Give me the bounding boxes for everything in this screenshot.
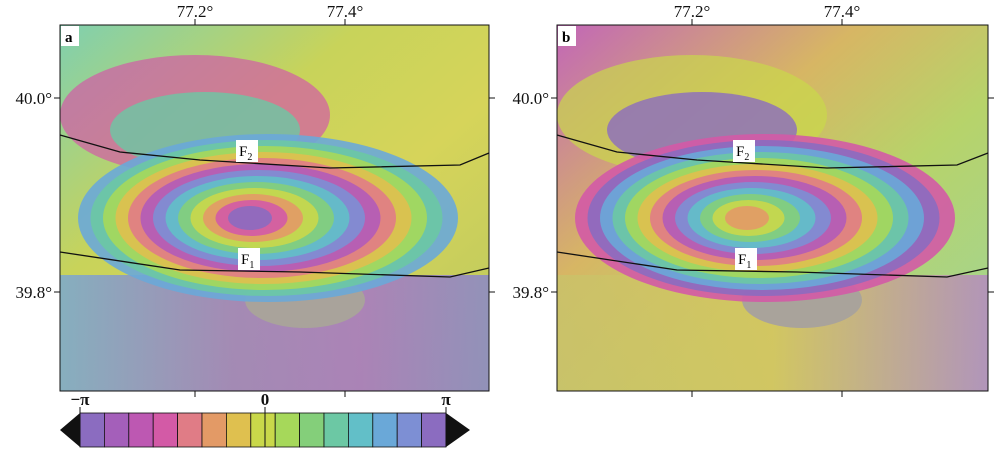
fringes xyxy=(60,55,955,302)
colorbar-segment xyxy=(177,412,203,448)
fault-label: F1 xyxy=(738,252,751,271)
fault-label: F1 xyxy=(241,252,254,271)
colorbar-segment xyxy=(152,412,178,448)
lat-label: 39.8° xyxy=(15,283,52,302)
panel-label-box xyxy=(61,26,79,46)
lon-label: 77.4° xyxy=(327,2,364,21)
fault-subscript: 2 xyxy=(247,152,252,163)
colorbar-segment xyxy=(372,412,398,448)
colorbar-arrow xyxy=(446,413,470,447)
colorbar-segment xyxy=(201,412,227,448)
fault-line xyxy=(556,251,989,278)
colorbar-label: −π xyxy=(70,390,90,409)
lat-label: 40.0° xyxy=(15,89,52,108)
frame xyxy=(556,24,989,392)
fault-subscript: 1 xyxy=(249,260,254,271)
colorbar-label: 0 xyxy=(261,390,270,409)
colorbar-segment xyxy=(225,412,252,448)
fault-label: F2 xyxy=(239,144,252,163)
fault-name: F xyxy=(239,144,247,160)
colorbar-segment xyxy=(274,412,301,448)
colorbar-segment xyxy=(250,412,276,448)
fault-line xyxy=(556,134,989,169)
colorbar-segment xyxy=(323,412,349,448)
colorbar-segment xyxy=(421,412,447,448)
lat-label: 39.8° xyxy=(512,283,549,302)
lon-label: 77.4° xyxy=(824,2,861,21)
panel-label: a xyxy=(65,30,73,46)
fringe xyxy=(228,206,272,230)
colorbar-segment xyxy=(299,412,325,448)
colorbar-label: π xyxy=(441,390,451,409)
fault-label-box xyxy=(733,140,755,162)
faults xyxy=(59,134,989,278)
colorbar-segment xyxy=(104,412,130,448)
fault-line xyxy=(59,251,490,278)
fault-label-box xyxy=(236,140,258,162)
fault-name: F xyxy=(738,252,746,268)
fault-label-box xyxy=(735,248,757,270)
lon-label: 77.2° xyxy=(674,2,711,21)
frame xyxy=(59,24,490,392)
fault-subscript: 1 xyxy=(746,260,751,271)
fault-name: F xyxy=(241,252,249,268)
lon-label: 77.2° xyxy=(177,2,214,21)
fringe xyxy=(725,206,769,230)
colorbar-segment xyxy=(347,412,374,448)
lat-label: 40.0° xyxy=(512,89,549,108)
fault-label-box xyxy=(238,248,260,270)
panel-label-box xyxy=(558,26,576,46)
frames xyxy=(59,24,989,392)
fault-label: F2 xyxy=(736,144,749,163)
fault-line xyxy=(59,134,490,169)
fault-subscript: 2 xyxy=(744,152,749,163)
panel-label: b xyxy=(562,30,570,46)
colorbar-segment xyxy=(128,412,154,448)
colorbar-segment xyxy=(396,412,423,448)
colorbar-segment xyxy=(79,412,105,448)
colorbar: −π 0 π xyxy=(60,390,470,448)
colorbar-arrow xyxy=(60,413,80,447)
fault-name: F xyxy=(736,144,744,160)
